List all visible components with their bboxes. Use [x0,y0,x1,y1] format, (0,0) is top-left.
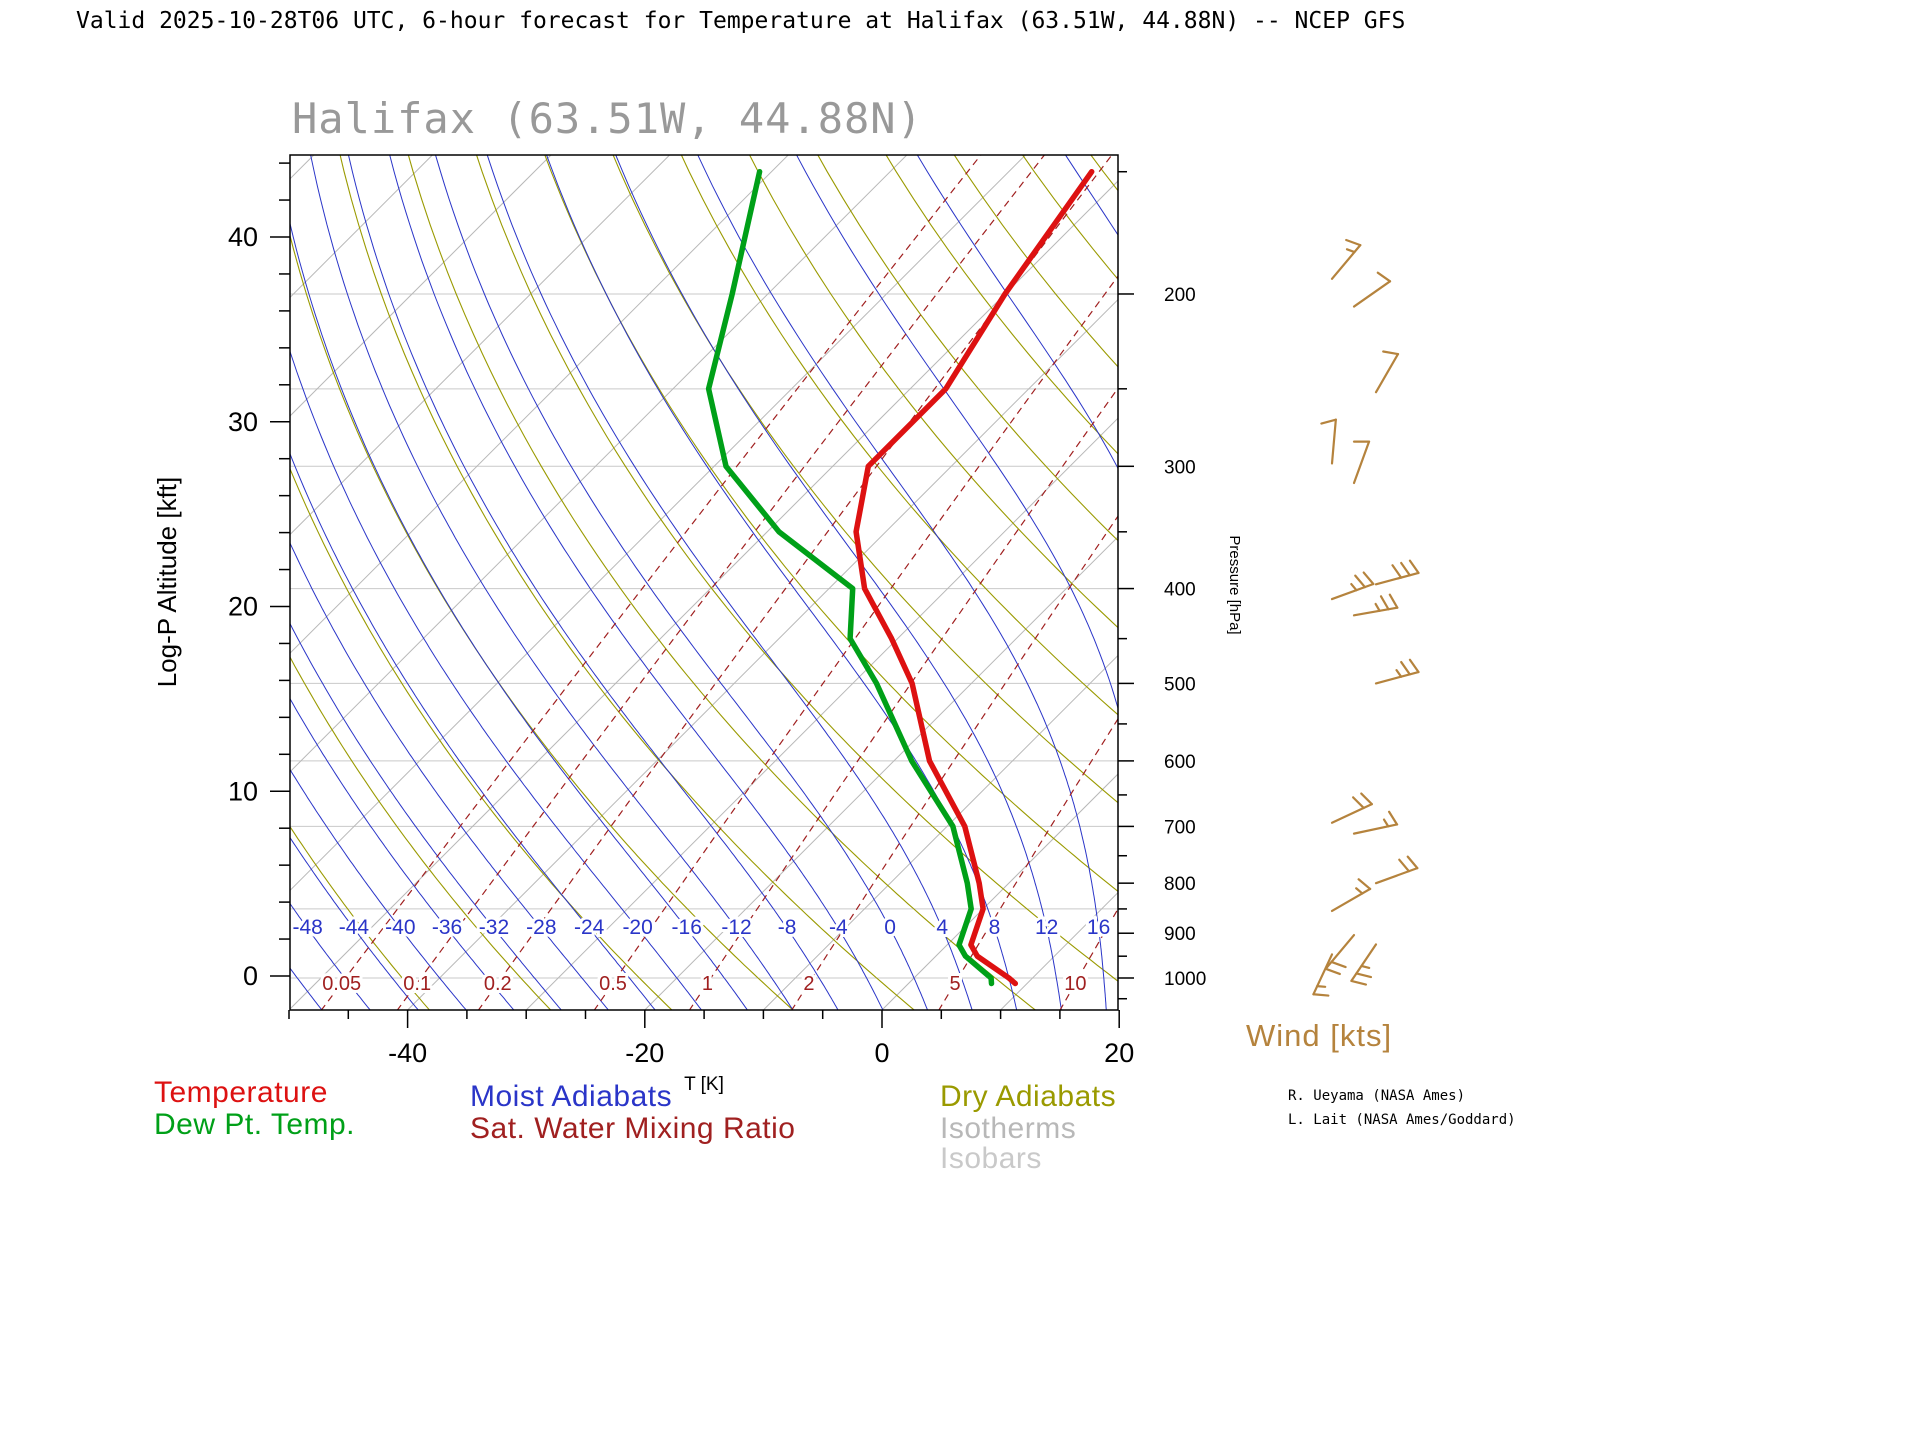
svg-text:30: 30 [228,407,258,437]
svg-text:900: 900 [1164,924,1196,945]
svg-text:500: 500 [1164,674,1196,695]
profile-traces [705,168,1095,987]
legend-moist-adiabats: Moist Adiabats [470,1080,673,1113]
svg-text:10: 10 [1064,973,1086,995]
svg-text:5: 5 [950,973,961,995]
svg-text:0.05: 0.05 [322,973,361,995]
svg-text:0: 0 [884,916,896,939]
legend-isobars: Isobars [940,1142,1042,1175]
svg-text:-16: -16 [672,916,702,939]
svg-text:700: 700 [1164,817,1196,838]
svg-text:10: 10 [228,776,258,806]
x-axis-label: T [K] [684,1074,724,1095]
legend-dry-adiabats: Dry Adiabats [940,1080,1117,1113]
svg-text:-36: -36 [432,916,462,939]
svg-text:-8: -8 [778,916,797,939]
svg-text:200: 200 [1164,285,1196,306]
isotherm-lines [290,155,1118,1010]
chart-title: Halifax (63.51W, 44.88N) [292,94,923,143]
legend-temperature: Temperature [154,1076,328,1109]
svg-text:20: 20 [228,592,258,622]
svg-text:16: 16 [1087,916,1110,939]
wind-units-label: Wind [kts] [1246,1018,1393,1053]
svg-text:-40: -40 [388,1038,427,1068]
svg-text:800: 800 [1164,874,1196,895]
legend-dew-point: Dew Pt. Temp. [154,1108,356,1141]
temperature-trace [853,168,1095,987]
mixing-ratio-lines [320,155,1118,1010]
svg-text:-32: -32 [479,916,509,939]
plot-area: -48 -44 -40 -36 -32 -28 -24 -20 -16 -12 -8 -4 0 4 8 12 1… [290,155,1118,1010]
svg-text:20: 20 [1104,1038,1134,1068]
credit-line-1: R. Ueyama (NASA Ames) [1288,1088,1466,1104]
svg-text:300: 300 [1164,457,1196,478]
isobar-lines [290,293,1118,979]
moist-adiabat-lines [290,155,1118,1010]
wind-barbs [1312,238,1420,997]
svg-text:40: 40 [228,222,258,252]
moist-adiabat-labels: -48 -44 -40 -36 -32 -28 -24 -20 -16 -12 -8 -4 0 4 8 12 1… [290,913,1113,942]
svg-text:-48: -48 [292,916,322,939]
svg-text:0: 0 [874,1038,889,1068]
svg-text:-44: -44 [339,916,370,939]
header-title: Valid 2025-10-28T06 UTC, 6-hour forecast… [76,8,1406,34]
svg-text:-20: -20 [622,916,652,939]
right-axis-label: Pressure [hPa] [1226,535,1243,634]
svg-text:12: 12 [1035,916,1058,939]
svg-text:8: 8 [989,916,1001,939]
svg-text:-20: -20 [625,1038,664,1068]
axis-ticks [270,162,1134,1028]
svg-text:-28: -28 [526,916,556,939]
svg-text:0.1: 0.1 [403,973,431,995]
svg-text:-24: -24 [574,916,605,939]
svg-text:-12: -12 [721,916,751,939]
dewpoint-trace [705,168,995,987]
legend-isotherms: Isotherms [940,1112,1077,1145]
svg-text:400: 400 [1164,580,1196,601]
svg-text:0: 0 [243,961,258,991]
svg-text:-40: -40 [385,916,415,939]
svg-text:600: 600 [1164,752,1196,773]
left-axis-label: Log-P Altitude [kft] [152,477,182,688]
svg-text:1000: 1000 [1164,969,1206,990]
svg-text:0.5: 0.5 [599,973,627,995]
mixing-ratio-labels: 0.05 0.1 0.2 0.5 1 2 5 10 [319,970,1089,998]
svg-text:2: 2 [803,973,814,995]
credit-line-2: L. Lait (NASA Ames/Goddard) [1288,1112,1516,1128]
legend-sat-water-mixing-ratio: Sat. Water Mixing Ratio [470,1112,796,1145]
plot-border [289,154,1119,1011]
svg-text:0.2: 0.2 [484,973,512,995]
svg-text:1: 1 [702,973,713,995]
svg-text:-4: -4 [829,916,848,939]
svg-text:4: 4 [936,916,948,939]
